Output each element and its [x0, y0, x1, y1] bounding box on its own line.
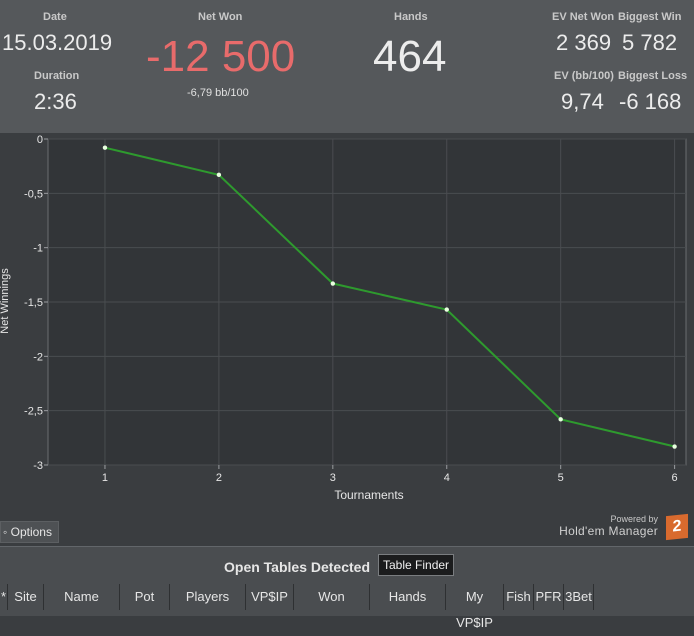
- column-header[interactable]: PFR: [534, 584, 564, 610]
- open-tables-header: * Site Name Pot Players VP$IP Won Hands My VP$IP…: [0, 584, 694, 630]
- grid: [44, 138, 686, 469]
- biggest-win-label: Biggest Win: [618, 11, 682, 23]
- ev-bb-label: EV (bb/100): [554, 70, 614, 82]
- x-tick-label: 2: [216, 472, 222, 484]
- duration-label: Duration: [34, 70, 80, 82]
- x-axis-label: Tournaments: [334, 488, 403, 502]
- data-point: [102, 145, 108, 150]
- column-header[interactable]: VP$IP: [246, 584, 294, 610]
- hands-value: 464: [373, 32, 447, 81]
- y-axis-label: Net Winnings: [0, 268, 11, 334]
- open-tables-panel: Open Tables Detected Table Finder * Site N…: [0, 546, 694, 630]
- x-tick-label: 5: [558, 472, 564, 484]
- column-header[interactable]: Players: [170, 584, 246, 610]
- column-header[interactable]: Site: [8, 584, 44, 610]
- column-header[interactable]: 3Bet: [564, 584, 594, 610]
- column-header[interactable]: Won: [294, 584, 370, 610]
- y-tick-label: 0: [37, 134, 43, 146]
- y-tick-label: -2,5: [24, 406, 43, 418]
- duration-value: 2:36: [34, 89, 77, 114]
- data-point: [444, 307, 449, 312]
- column-header[interactable]: Pot: [120, 584, 170, 610]
- ev-net-won-label: EV Net Won: [552, 11, 615, 23]
- holdem-manager-logo-text: Hold'em Manager: [559, 524, 658, 538]
- net-winnings-chart: 0 -0,5 -1 -1,5 -2 -2,5 -3 1 2 3 4 5 6 Tournaments N…: [0, 134, 687, 502]
- column-header[interactable]: Name: [44, 584, 120, 610]
- net-won-value: -12 500: [146, 32, 296, 81]
- y-tick-labels: 0 -0,5 -1 -1,5 -2 -2,5 -3: [24, 134, 43, 472]
- biggest-loss-label: Biggest Loss: [618, 70, 688, 82]
- column-header[interactable]: Hands: [370, 584, 446, 610]
- holdem-manager-logo-icon: 2: [666, 513, 688, 541]
- table-finder-button[interactable]: Table Finder: [378, 554, 455, 576]
- biggest-loss-value: -6 168: [619, 89, 682, 114]
- powered-by-label: Powered by: [610, 514, 658, 524]
- net-won-bb: -6,79 bb/100: [187, 87, 249, 99]
- x-tick-label: 1: [102, 472, 108, 484]
- series-line: [104, 146, 675, 448]
- date-label: Date: [43, 11, 67, 23]
- open-tables-title: Open Tables Detected: [224, 559, 371, 575]
- data-points: [102, 145, 677, 449]
- date-value: 15.03.2019: [2, 30, 113, 55]
- biggest-win-value: 5 782: [622, 30, 678, 55]
- data-point: [672, 444, 677, 449]
- y-tick-label: -3: [33, 460, 43, 472]
- options-label: Options: [10, 525, 52, 539]
- y-tick-label: -1: [33, 243, 43, 255]
- net-won-label: Net Won: [198, 11, 243, 23]
- stats-panel: Date 15.03.2019 Duration 2:36 Net Won -1…: [0, 0, 694, 133]
- options-button[interactable]: ◦ Options: [0, 521, 59, 543]
- x-tick-label: 4: [444, 472, 450, 484]
- ev-net-won-value: 2 369: [556, 30, 612, 55]
- y-tick-label: -1,5: [24, 297, 43, 309]
- chart-area: 0 -0,5 -1 -1,5 -2 -2,5 -3 1 2 3 4 5 6 Tournaments N…: [0, 133, 694, 546]
- data-point: [216, 172, 222, 178]
- data-point: [558, 417, 563, 422]
- column-header[interactable]: My VP$IP: [446, 584, 504, 630]
- column-header[interactable]: *: [0, 584, 8, 610]
- x-tick-label: 6: [672, 472, 678, 484]
- x-tick-labels: 1 2 3 4 5 6: [102, 472, 678, 484]
- y-tick-label: -0,5: [24, 188, 43, 200]
- hands-label: Hands: [394, 11, 428, 23]
- x-tick-label: 3: [330, 472, 336, 484]
- column-header[interactable]: Fish: [504, 584, 534, 610]
- options-bullet-icon: ◦: [3, 525, 8, 539]
- data-point: [330, 281, 336, 286]
- y-tick-label: -2: [33, 351, 43, 363]
- ev-bb-value: 9,74: [561, 89, 604, 114]
